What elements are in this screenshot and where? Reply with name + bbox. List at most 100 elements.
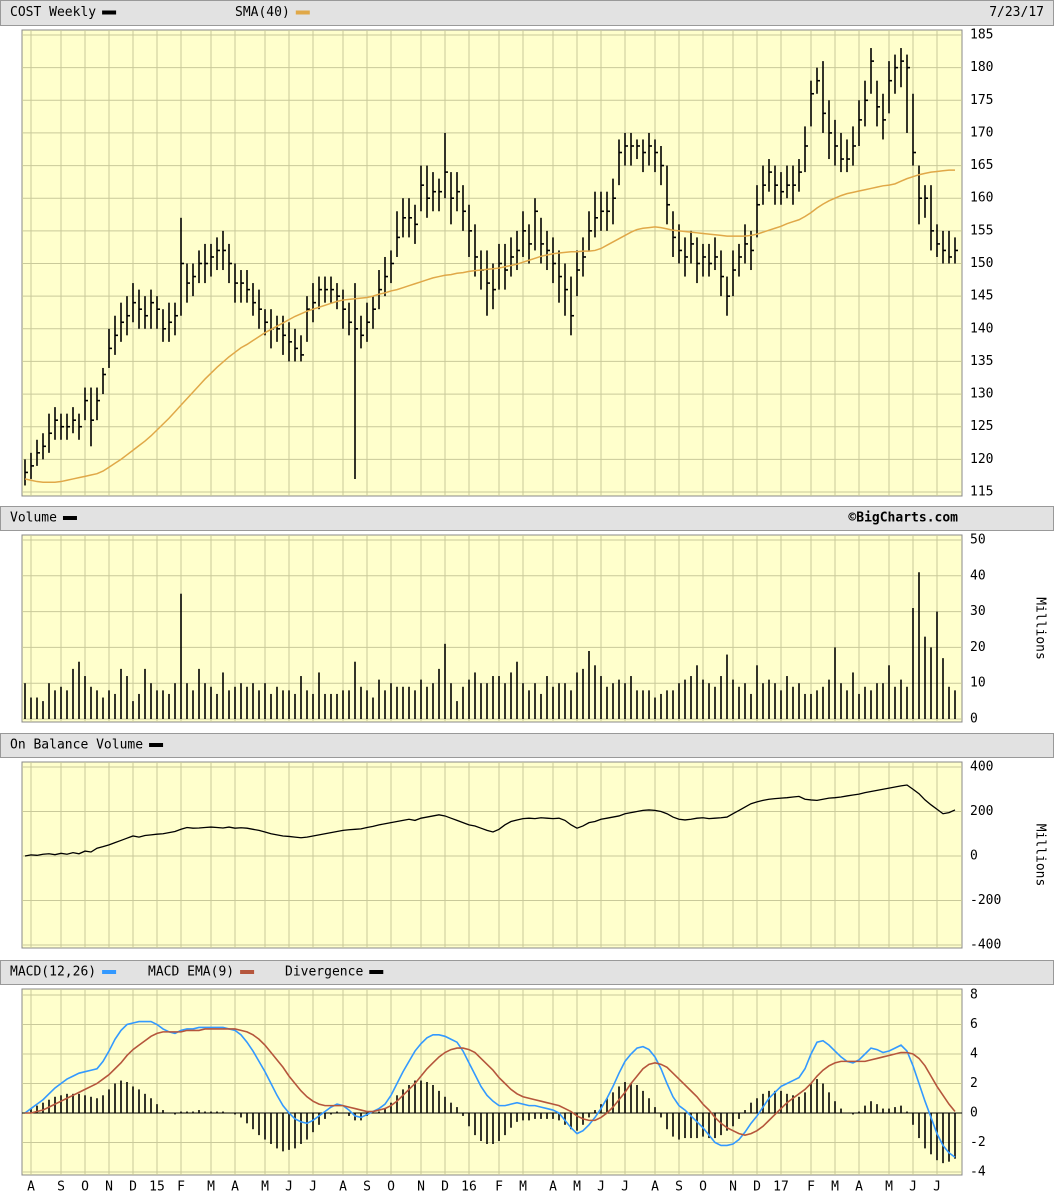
x-tick-label: N [729, 1180, 737, 1195]
x-tick-label: S [675, 1180, 683, 1195]
legend-label: On Balance Volume [10, 738, 143, 753]
panel-header [0, 733, 1054, 758]
y-tick-label: 200 [970, 804, 993, 819]
y-tick-label: 6 [970, 1017, 978, 1032]
legend-swatch [240, 970, 255, 974]
x-tick-label: M [885, 1180, 893, 1195]
y-tick-label: 130 [970, 387, 993, 402]
x-tick-label: J [933, 1180, 941, 1195]
y-tick-label: 0 [970, 1106, 978, 1121]
y-tick-label: 10 [970, 676, 986, 691]
y-tick-label: 30 [970, 604, 986, 619]
source-label: ©BigCharts.com [848, 511, 958, 526]
legend-label: MACD EMA(9) [148, 965, 234, 980]
x-tick-label: S [57, 1180, 65, 1195]
y-tick-label: 120 [970, 452, 993, 467]
legend-swatch [102, 10, 117, 15]
y-tick-label: 175 [970, 93, 993, 108]
x-tick-label: 17 [773, 1180, 789, 1195]
x-tick-label: O [699, 1180, 707, 1195]
y-tick-label: 0 [970, 849, 978, 864]
x-tick-label: D [129, 1180, 137, 1195]
ema-line [25, 1028, 956, 1136]
x-tick-label: D [753, 1180, 761, 1195]
x-tick-label: O [387, 1180, 395, 1195]
y-tick-label: 4 [970, 1047, 978, 1062]
legend-label: SMA(40) [235, 5, 290, 20]
x-tick-label: 15 [149, 1180, 165, 1195]
x-tick-label: N [105, 1180, 113, 1195]
y-tick-label: -4 [970, 1165, 986, 1180]
panel-header [0, 0, 1054, 26]
x-tick-label: J [285, 1180, 293, 1195]
x-tick-label: M [519, 1180, 527, 1195]
x-tick-label: M [573, 1180, 581, 1195]
y-tick-label: 185 [970, 28, 993, 43]
legend-swatch [102, 970, 117, 974]
plot-area [21, 534, 963, 723]
obv-line [24, 784, 956, 857]
date-label: 7/23/17 [989, 5, 1044, 20]
plot-area [21, 988, 963, 1176]
x-tick-label: N [417, 1180, 425, 1195]
legend-label: MACD(12,26) [10, 965, 96, 980]
y-tick-label: 400 [970, 760, 993, 775]
legend-swatch [62, 516, 77, 520]
y-axis-label: Millions [1033, 597, 1048, 660]
y-tick-label: -2 [970, 1135, 986, 1150]
legend-label: COST Weekly [10, 5, 96, 20]
x-tick-label: M [261, 1180, 269, 1195]
x-tick-label: A [231, 1180, 239, 1195]
y-tick-label: 125 [970, 419, 993, 434]
y-tick-label: -400 [970, 938, 1001, 953]
y-tick-label: 150 [970, 256, 993, 271]
x-tick-label: A [855, 1180, 863, 1195]
x-tick-label: O [81, 1180, 89, 1195]
y-tick-label: 165 [970, 158, 993, 173]
x-tick-label: A [651, 1180, 659, 1195]
y-tick-label: 160 [970, 191, 993, 206]
y-tick-label: 8 [970, 988, 978, 1003]
macd-line [24, 1020, 956, 1158]
y-tick-label: 40 [970, 568, 986, 583]
x-tick-label: J [909, 1180, 917, 1195]
legend-label: Divergence [285, 965, 363, 980]
x-tick-label: D [441, 1180, 449, 1195]
plot-area [21, 761, 963, 949]
y-tick-label: 50 [970, 533, 986, 548]
y-tick-label: 155 [970, 223, 993, 238]
x-tick-label: F [495, 1180, 503, 1195]
y-tick-label: -200 [970, 893, 1001, 908]
legend-swatch [369, 970, 384, 974]
y-axis-label: Millions [1033, 824, 1048, 887]
y-tick-label: 180 [970, 60, 993, 75]
legend-label: Volume [10, 511, 57, 526]
legend-swatch [149, 743, 164, 747]
y-tick-label: 2 [970, 1076, 978, 1091]
y-tick-label: 145 [970, 289, 993, 304]
legend-swatch [295, 10, 310, 15]
x-tick-label: A [549, 1180, 557, 1195]
x-tick-label: A [339, 1180, 347, 1195]
y-tick-label: 135 [970, 354, 993, 369]
x-tick-label: F [807, 1180, 815, 1195]
panel-header [0, 506, 1054, 531]
x-tick-label: 16 [461, 1180, 477, 1195]
x-tick-label: J [621, 1180, 629, 1195]
x-tick-label: A [27, 1180, 35, 1195]
y-tick-label: 20 [970, 640, 986, 655]
y-tick-label: 115 [970, 485, 993, 500]
y-tick-label: 0 [970, 712, 978, 727]
y-tick-label: 140 [970, 321, 993, 336]
y-tick-label: 170 [970, 125, 993, 140]
x-tick-label: S [363, 1180, 371, 1195]
x-tick-label: J [309, 1180, 317, 1195]
x-tick-label: M [831, 1180, 839, 1195]
x-tick-label: J [597, 1180, 605, 1195]
panel-header [0, 960, 1054, 985]
x-tick-label: M [207, 1180, 215, 1195]
sma-line [24, 169, 955, 483]
x-tick-label: F [177, 1180, 185, 1195]
